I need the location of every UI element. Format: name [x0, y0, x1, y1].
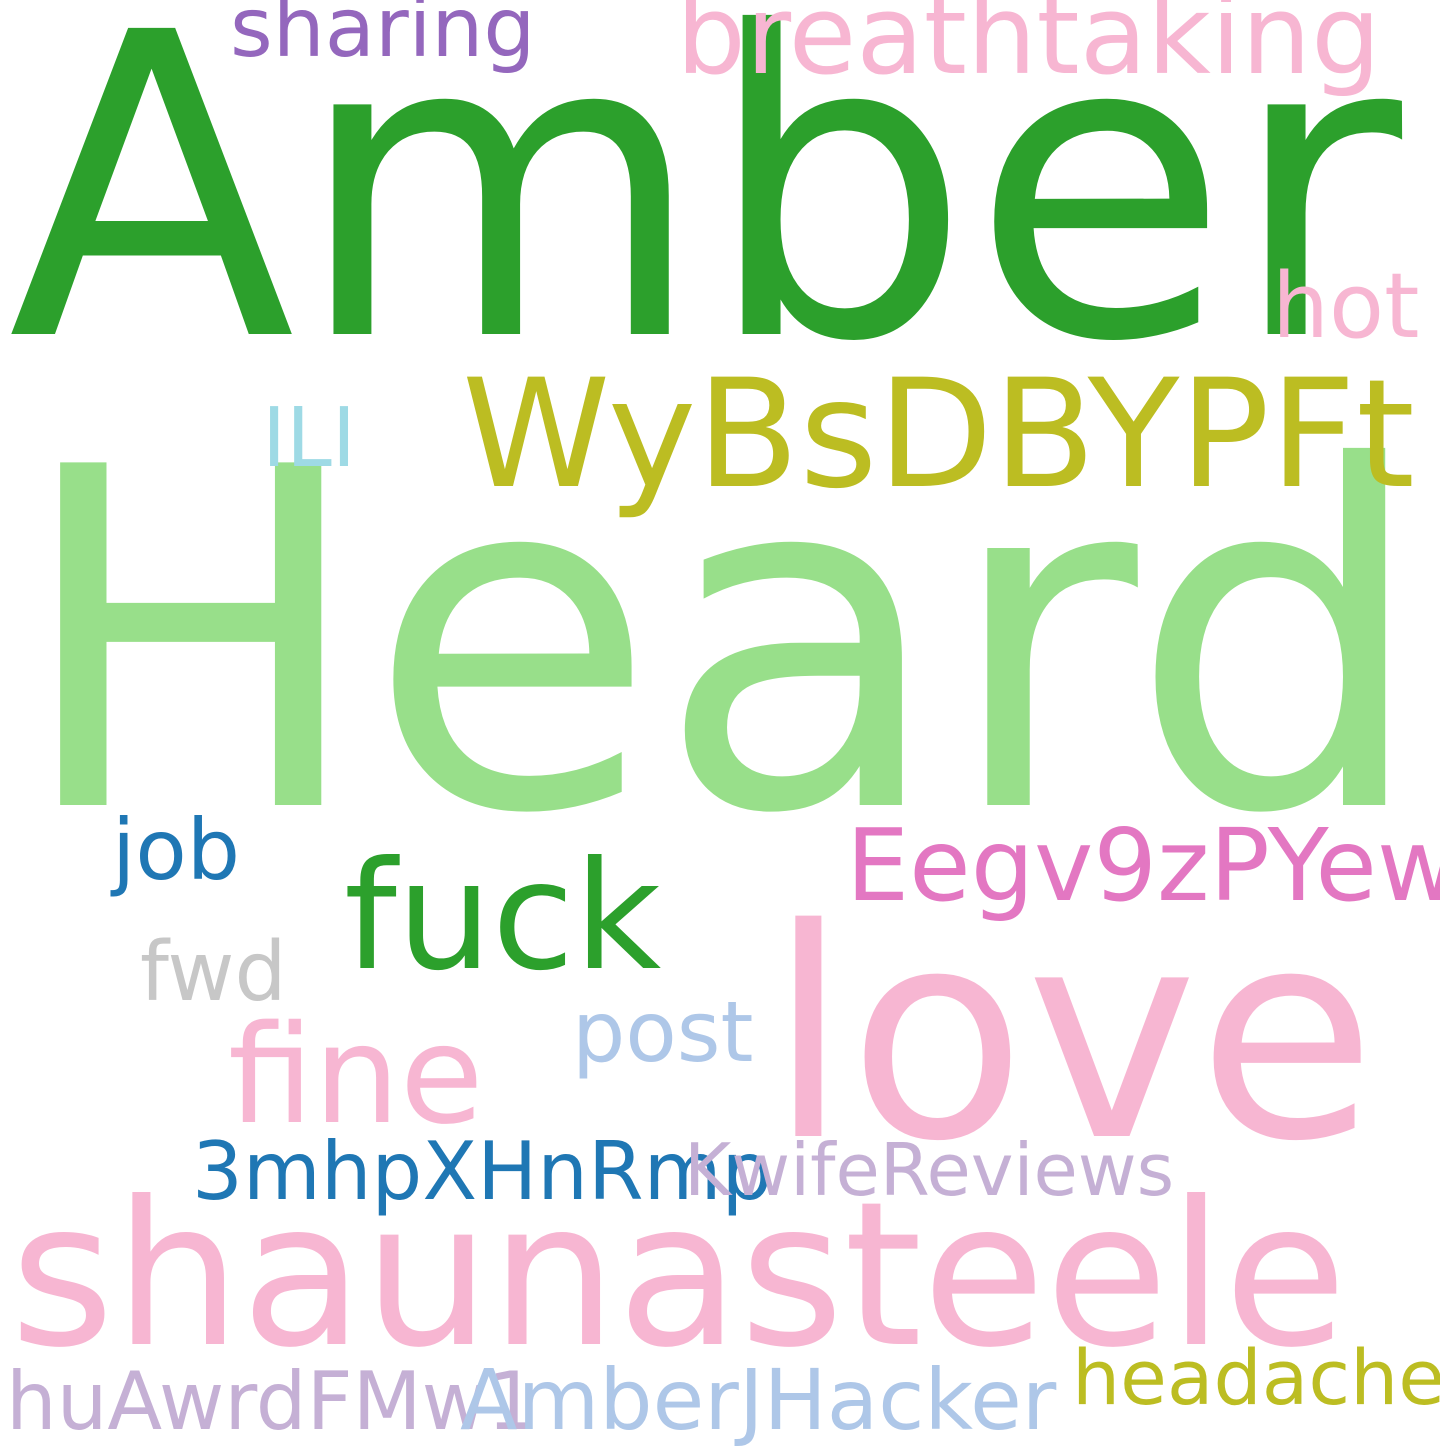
word-headache: headache — [1072, 1333, 1440, 1422]
word-eegv9zpyew: Eegv9zPYew — [846, 807, 1440, 924]
word-kwifereviews: KwifeReviews — [684, 1128, 1175, 1212]
word-breathtaking: breathtaking — [676, 0, 1381, 99]
word-post: post — [572, 983, 754, 1081]
word-shaunasteele: shaunasteele — [10, 1159, 1347, 1392]
word-amberjhacker: AmberJHacker — [460, 1351, 1057, 1449]
word-amber: Amber — [8, 0, 1403, 434]
word-wybsdbypft: WyBsDBYPFt — [462, 348, 1415, 522]
word-fine: fine — [228, 997, 484, 1155]
word-fwd: fwd — [140, 925, 287, 1020]
word-3mhpxhnrmp: 3mhpXHnRmp — [192, 1125, 773, 1218]
word-love: love — [768, 868, 1377, 1205]
word-huawrdfmw1: huAwrdFMw1 — [6, 1355, 538, 1448]
word-hot: hot — [1272, 254, 1420, 359]
word-job: job — [112, 801, 241, 899]
word-sharing: sharing — [230, 0, 536, 76]
word-heard: Heard — [14, 369, 1428, 916]
word-ili: ILI — [262, 391, 357, 486]
word-fuck: fuck — [344, 830, 662, 1004]
